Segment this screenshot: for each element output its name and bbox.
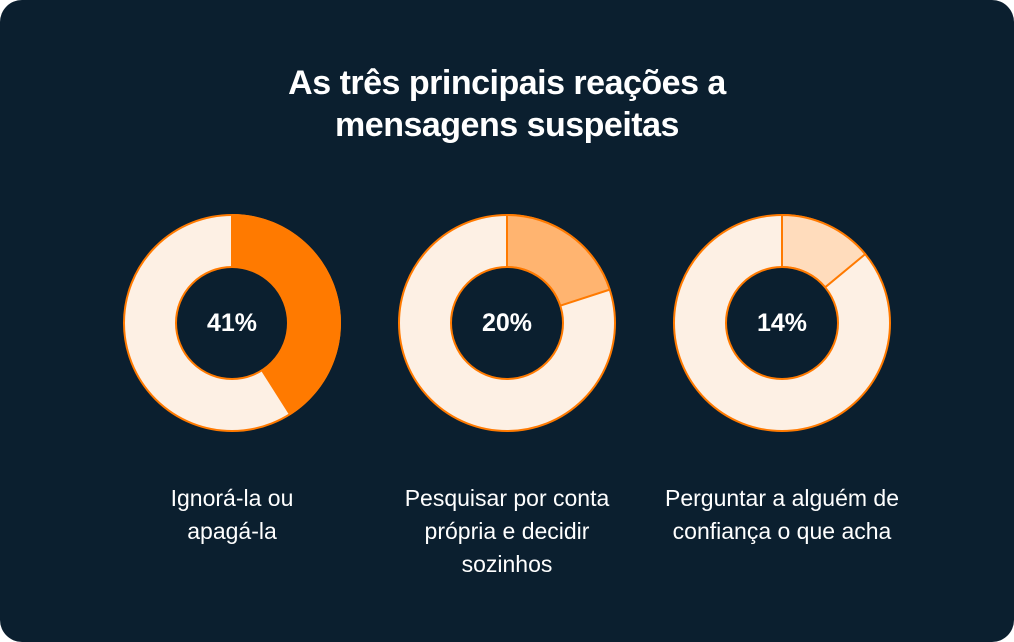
donut-label-research: Pesquisar por conta própria e decidir so…	[377, 482, 637, 581]
donut-svg-research	[398, 214, 616, 432]
chart-title: As três principais reações a mensagens s…	[0, 62, 1014, 146]
donut-hole-ask	[725, 266, 839, 380]
donut-label-ask-line-1: Perguntar a alguém de	[665, 485, 899, 511]
donut-svg-ask	[673, 214, 891, 432]
donut-label-ignore: Ignorá-la ou apagá-la	[102, 482, 362, 548]
donut-chart-research: 20%	[397, 213, 617, 433]
donut-hole-ignore	[175, 266, 289, 380]
donut-label-ignore-line-1: Ignorá-la ou	[170, 485, 294, 511]
chart-title-line-1: As três principais reações a	[288, 64, 726, 102]
donut-label-ask-line-2: confiança o que acha	[672, 518, 892, 544]
donut-label-research-line-1: Pesquisar por conta	[404, 485, 610, 511]
donut-label-research-line-3: sozinhos	[461, 551, 553, 577]
donut-chart-ask: 14%	[672, 213, 892, 433]
donut-label-research-line-2: própria e decidir	[424, 518, 590, 544]
donut-value-research: 20%	[481, 308, 533, 337]
donut-label-ignore-line-2: apagá-la	[187, 518, 277, 544]
donut-value-ask: 14%	[756, 308, 808, 337]
donut-svg-ignore	[123, 214, 341, 432]
donut-label-ask: Perguntar a alguém de confiança o que ac…	[652, 482, 912, 548]
donut-chart-ignore: 41%	[122, 213, 342, 433]
donut-value-ignore: 41%	[206, 308, 258, 337]
donut-hole-research	[450, 266, 564, 380]
chart-title-line-2: mensagens suspeitas	[335, 106, 679, 144]
